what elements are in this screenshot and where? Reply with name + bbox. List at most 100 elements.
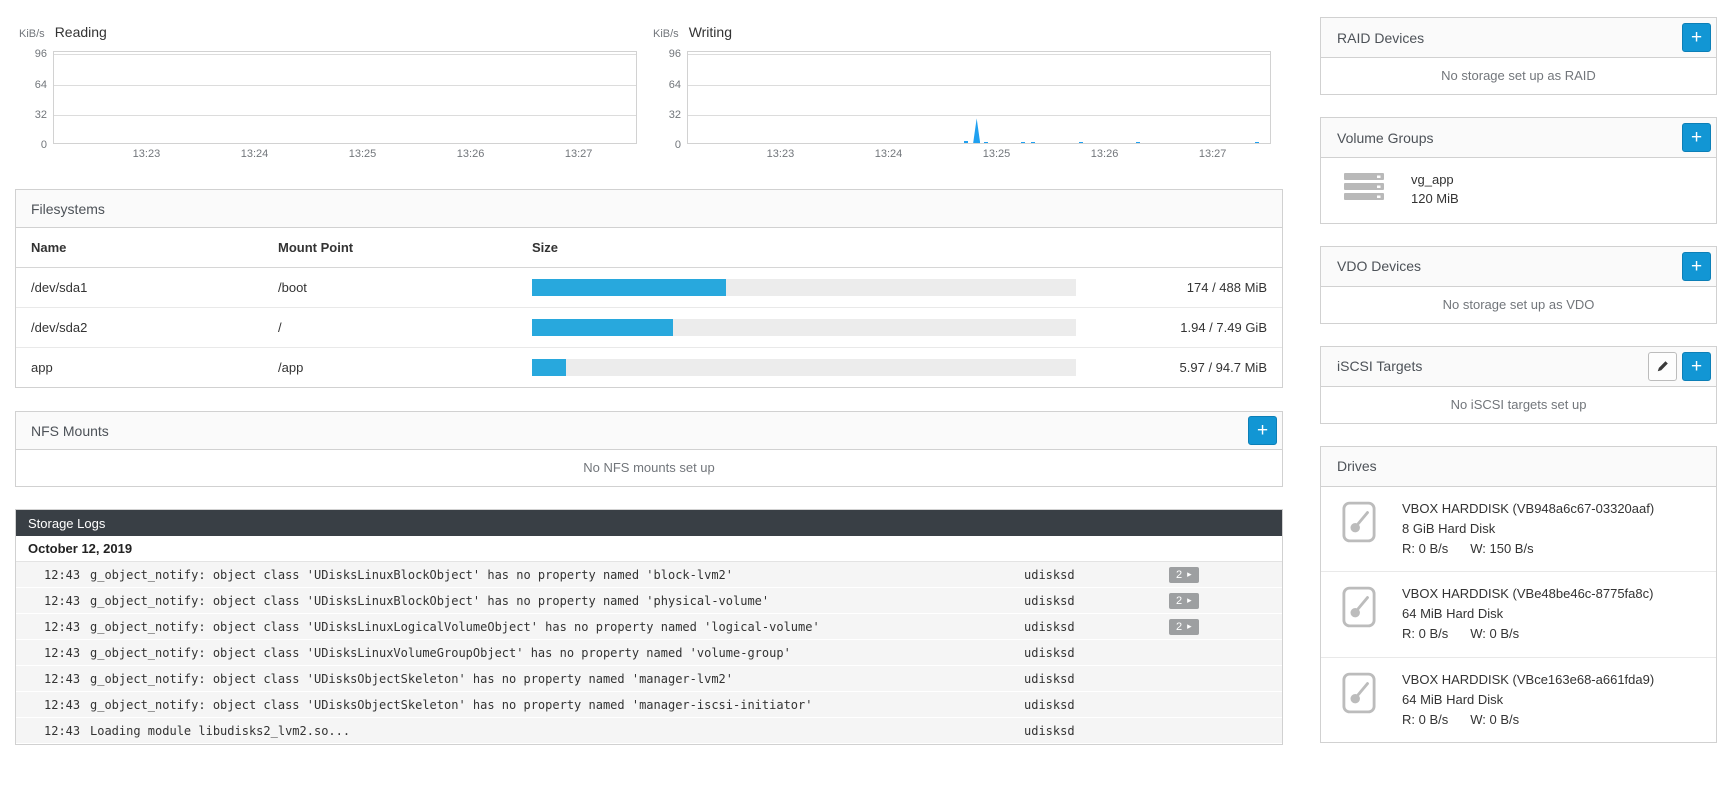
add-vdo-button[interactable]: + [1682,251,1711,281]
log-time: 12:43 [44,723,81,738]
usage-bar-track [532,359,1076,376]
volume-group-info: vg_app 120 MiB [1411,171,1459,209]
column-header-size: Size [517,228,1282,268]
usage-bar-fill [532,359,567,376]
plus-icon: + [1690,255,1703,277]
log-entry-row[interactable]: 12:43 g_object_notify: object class 'UDis… [16,614,1282,640]
usage-bar-fill [532,279,727,296]
x-tick-label: 13:27 [564,148,593,160]
filesystem-size-cell: 5.97 / 94.7 MiB [517,348,1282,388]
log-service-name: udisksd [1024,593,1075,608]
drive-read-rate: R: 0 B/s [1402,711,1449,727]
log-time: 12:43 [44,593,81,608]
vdo-empty-state: No storage set up as VDO [1442,296,1595,312]
filesystems-panel: Filesystems Name Mount Point Size /dev/s… [15,189,1283,388]
vdo-devices-panel: VDO Devices + No storage set up as VDO [1320,245,1717,324]
drives-list: VBOX HARDDISK (VB948a6c67-03320aaf) 8 GiB… [1321,487,1716,742]
filesystem-name: app [31,360,53,375]
usage-text: 5.97 / 94.7 MiB [1179,360,1267,375]
log-entry-row[interactable]: 12:43 g_object_notify: object class 'UDis… [16,640,1282,666]
drive-name: VBOX HARDDISK (VBce163e68-a661fda9) [1402,671,1655,687]
hard-disk-icon [1342,672,1378,730]
plus-icon: + [1690,127,1703,148]
log-service-name: udisksd [1024,671,1075,686]
expand-caret-icon: ▸ [1187,595,1192,605]
filesystems-table: Name Mount Point Size /dev/sda1/boot 174 … [16,228,1282,387]
hard-disk-icon [1342,501,1378,559]
storage-logs-panel: Storage Logs October 12, 2019 12:43 g_obj… [15,509,1283,745]
drive-name: VBOX HARDDISK (VB948a6c67-03320aaf) [1402,500,1655,516]
log-entry-row[interactable]: 12:43 g_object_notify: object class 'UDis… [16,666,1282,692]
log-service-name: udisksd [1024,697,1075,712]
log-message: g_object_notify: object class 'UDisksLin… [90,619,820,634]
add-nfs-mount-button[interactable]: + [1248,416,1277,445]
log-service-name: udisksd [1024,645,1075,660]
y-tick-label: 64 [668,78,681,91]
data-point [973,118,981,143]
log-time: 12:43 [44,671,81,686]
y-tick-label: 32 [34,109,47,121]
data-point [1078,142,1083,143]
add-raid-button[interactable]: + [1682,23,1711,52]
drive-write-rate: W: 150 B/s [1470,540,1534,556]
drive-io-rates: R: 0 B/s W: 150 B/s [1402,539,1654,559]
x-tick-label: 13:25 [982,148,1011,160]
io-charts-row: KiB/s Reading 96 64 32 0 13:23 13:24 13:25 13:… [15,24,1283,163]
chart-gridline [54,84,636,86]
drive-write-rate: W: 0 B/s [1470,711,1520,727]
raid-panel-heading: RAID Devices + [1321,18,1716,58]
log-time: 12:43 [44,697,81,712]
drive-item[interactable]: VBOX HARDDISK (VB948a6c67-03320aaf) 8 GiB… [1321,487,1716,573]
log-entries-list: 12:43 g_object_notify: object class 'UDis… [16,562,1282,744]
log-entry-row[interactable]: 12:43 g_object_notify: object class 'UDis… [16,588,1282,614]
volume-group-size: 120 MiB [1411,190,1459,206]
filesystem-size-cell: 1.94 / 7.49 GiB [517,307,1282,348]
log-date-header: October 12, 2019 [16,536,1282,562]
drive-info: VBOX HARDDISK (VBce163e68-a661fda9) 64 Mi… [1402,670,1654,730]
main-column: KiB/s Reading 96 64 32 0 13:23 13:24 13:25 13:… [15,0,1283,745]
usage-text: 1.94 / 7.49 GiB [1180,320,1267,335]
log-time: 12:43 [44,645,81,660]
filesystem-row[interactable]: /dev/sda1/boot 174 / 488 MiB [16,267,1282,308]
iscsi-targets-panel: iSCSI Targets + No iSCSI targets set up [1320,345,1717,424]
data-point [1031,141,1036,143]
log-count: 2 [1176,568,1183,581]
log-entry-row[interactable]: 12:43 Loading module libudisks2_lvm2.so..… [16,718,1282,744]
log-entry-row[interactable]: 12:43 g_object_notify: object class 'UDis… [16,692,1282,718]
writing-chart: KiB/s Writing 96 64 32 0 13:23 13:24 13:25 13:… [649,24,1283,163]
storage-logs-heading: Storage Logs [16,510,1282,536]
drives-panel: Drives VBOX HARDDISK (VB948a6c67-03320aa… [1320,445,1717,743]
drive-item[interactable]: VBOX HARDDISK (VBe48be46c-8775fa8c) 64 Mi… [1321,572,1716,658]
volume-groups-panel: Volume Groups + vg_app 120 MiB [1320,117,1717,224]
log-count-badge[interactable]: 2 ▸ [1169,592,1199,609]
volume-group-icon [1343,172,1387,207]
drive-name: VBOX HARDDISK (VBe48be46c-8775fa8c) [1402,586,1654,602]
log-message: g_object_notify: object class 'UDisksLin… [90,593,770,608]
log-count-badge[interactable]: 2 ▸ [1169,618,1199,635]
writing-plot-area: 96 64 32 0 [669,48,1271,151]
filesystem-row[interactable]: /dev/sda2/ 1.94 / 7.49 GiB [16,307,1282,348]
raid-title: RAID Devices [1337,29,1425,46]
nfs-panel-heading: NFS Mounts + [16,412,1282,450]
filesystem-name: /dev/sda2 [16,307,263,348]
drive-description: 64 MiB Hard Disk [1402,606,1504,622]
drive-item[interactable]: VBOX HARDDISK (VBce163e68-a661fda9) 64 Mi… [1321,658,1716,742]
y-tick-label: 0 [40,139,47,151]
usage-cell: 5.97 / 94.7 MiB [532,359,1282,376]
y-tick-label: 64 [34,78,47,91]
volume-group-item[interactable]: vg_app 120 MiB [1321,158,1716,223]
hard-disk-icon [1342,586,1378,644]
add-iscsi-target-button[interactable]: + [1682,351,1711,381]
log-entry-row[interactable]: 12:43 g_object_notify: object class 'UDis… [16,562,1282,588]
chart-gridline [54,115,636,116]
add-volume-group-button[interactable]: + [1682,123,1711,152]
filesystem-row[interactable]: app/app 5.97 / 94.7 MiB [16,348,1282,388]
filesystems-header-row: Name Mount Point Size [16,228,1282,268]
usage-text: 174 / 488 MiB [1186,280,1267,295]
edit-iscsi-initiator-button[interactable] [1648,351,1677,381]
volume-groups-heading: Volume Groups + [1321,118,1716,158]
filesystems-title: Filesystems [31,200,105,217]
log-count-badge[interactable]: 2 ▸ [1169,566,1199,583]
chart-gridline [688,54,1270,55]
usage-bar-track [532,319,1076,336]
